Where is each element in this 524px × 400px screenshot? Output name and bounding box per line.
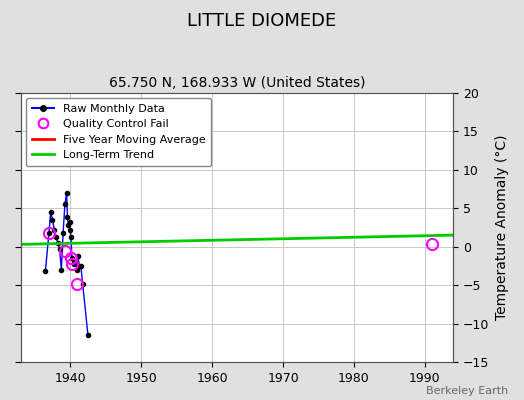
Legend: Raw Monthly Data, Quality Control Fail, Five Year Moving Average, Long-Term Tren: Raw Monthly Data, Quality Control Fail, … [26, 98, 211, 166]
Title: 65.750 N, 168.933 W (United States): 65.750 N, 168.933 W (United States) [108, 76, 365, 90]
Text: LITTLE DIOMEDE: LITTLE DIOMEDE [188, 12, 336, 30]
Text: Berkeley Earth: Berkeley Earth [426, 386, 508, 396]
Y-axis label: Temperature Anomaly (°C): Temperature Anomaly (°C) [495, 135, 509, 320]
